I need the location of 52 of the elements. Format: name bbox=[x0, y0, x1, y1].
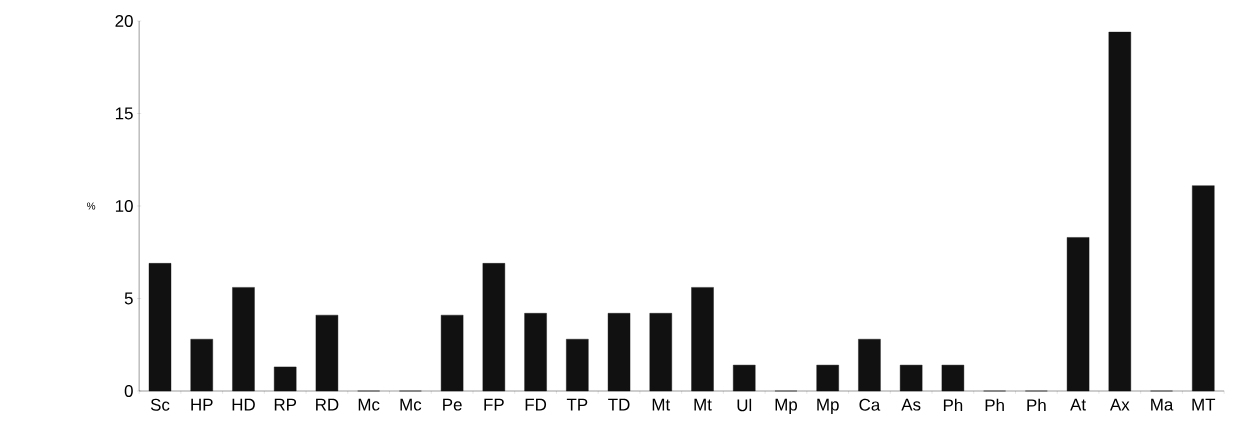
bar bbox=[733, 364, 756, 392]
bar bbox=[524, 313, 547, 392]
bar bbox=[1108, 31, 1132, 392]
x-tick-label: Ma bbox=[1151, 398, 1174, 411]
bar bbox=[1066, 237, 1090, 392]
y-tick-label: 0 bbox=[124, 385, 133, 397]
x-tick-label: Ph bbox=[943, 398, 963, 412]
x-tick-label: Pe bbox=[443, 398, 462, 411]
x-tick-label: Ca bbox=[859, 398, 881, 411]
x-tick-label: As bbox=[901, 398, 921, 411]
x-tick-label: Mp bbox=[775, 398, 798, 414]
x-tick-label: Sc bbox=[150, 398, 170, 411]
bar bbox=[190, 339, 213, 392]
x-tick-label: Mt bbox=[652, 398, 671, 411]
x-tick-label: Mc bbox=[400, 398, 422, 411]
y-tick-label: 10 bbox=[115, 200, 133, 212]
bar bbox=[315, 314, 339, 392]
bar bbox=[816, 364, 839, 392]
bar bbox=[607, 313, 631, 392]
bar bbox=[1192, 185, 1215, 392]
x-tick-label: TD bbox=[608, 398, 630, 411]
bar bbox=[899, 364, 923, 392]
x-tick-label: Ul bbox=[737, 398, 752, 412]
x-tick-label: HP bbox=[191, 398, 213, 411]
x-tick-label: Ph bbox=[1027, 398, 1046, 412]
y-tick-label: 20 bbox=[115, 15, 133, 27]
bar bbox=[566, 339, 589, 392]
x-tick-label: TP bbox=[566, 398, 588, 411]
y-tick-label: 5 bbox=[124, 292, 133, 305]
bar bbox=[941, 364, 965, 392]
bar bbox=[232, 287, 255, 392]
bar bbox=[858, 339, 881, 392]
x-tick-label: MT bbox=[1192, 398, 1216, 411]
x-tick-label: Ax bbox=[1109, 398, 1130, 411]
bar bbox=[649, 313, 672, 392]
bar bbox=[148, 263, 172, 392]
x-tick-label: HD bbox=[232, 398, 255, 411]
x-tick-label: FD bbox=[525, 398, 547, 411]
bar bbox=[482, 263, 506, 392]
x-tick-label: FP bbox=[484, 398, 504, 411]
x-tick-label: Ph bbox=[985, 398, 1004, 412]
bar bbox=[274, 366, 297, 392]
y-axis-title: % bbox=[87, 202, 96, 210]
x-tick-label: RD bbox=[316, 398, 339, 411]
x-tick-label: Mc bbox=[358, 398, 380, 411]
bar bbox=[691, 287, 714, 392]
x-tick-label: Mt bbox=[694, 398, 712, 411]
x-tick-label: Mp bbox=[817, 398, 839, 414]
x-tick-label: At bbox=[1070, 398, 1086, 411]
y-tick-label: 15 bbox=[115, 107, 133, 120]
x-tick-label: RP bbox=[274, 398, 297, 411]
bar bbox=[440, 314, 464, 392]
